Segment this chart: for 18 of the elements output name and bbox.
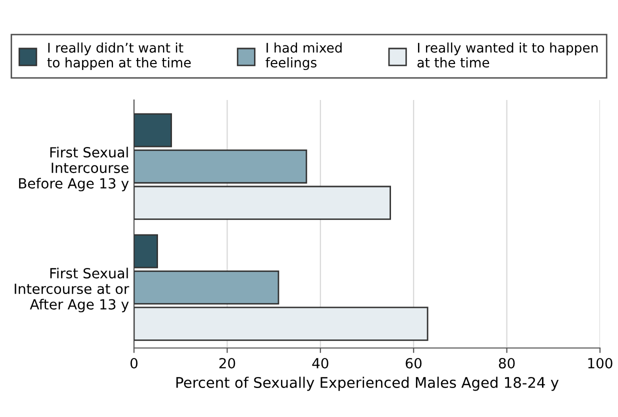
x-tick-label: 100 [588,358,612,368]
legend-label: I really didn’t want it to happen at the time [47,42,191,70]
y-tick-label: First Sexual Intercourse at or After Age 13 y [14,268,130,312]
y-tick-label: First Sexual Intercourse Before Age 13 y [19,146,129,192]
bar [134,186,391,220]
x-tick-label: 20 [219,358,236,368]
x-axis-title: Percent of Sexually Experienced Males Aged 18-24 y [176,376,559,391]
x-tick-label: 40 [312,358,328,368]
bar [134,113,172,148]
x-tick-label: 80 [498,358,515,368]
bar [134,234,158,268]
x-tick-label: 60 [406,358,422,368]
bar [134,306,428,341]
bar [134,150,308,184]
legend-label: I really wanted it to happen at the time [418,42,598,68]
bar [134,270,280,305]
x-tick-label: 0 [130,358,138,368]
legend-label: I had mixed feelings [266,42,342,70]
